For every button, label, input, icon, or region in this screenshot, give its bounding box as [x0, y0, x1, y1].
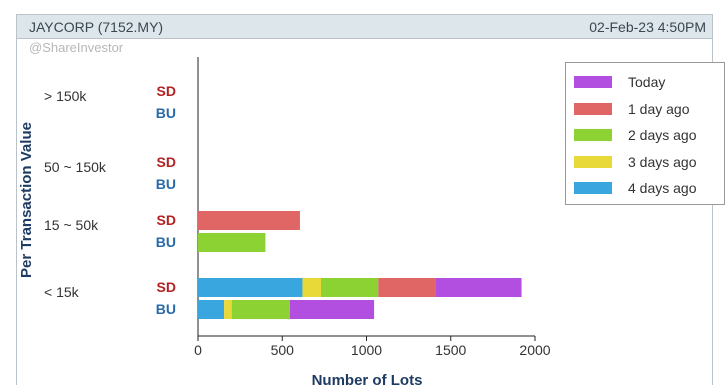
watermark: @ShareInvestor — [29, 40, 124, 55]
bar-segment — [198, 278, 303, 297]
chart-legend: Today 1 day ago 2 days ago 3 days ago 4 days… — [565, 62, 725, 205]
x-tick-label: 1000 — [351, 342, 382, 358]
chart-datetime: 02-Feb-23 4:50PM — [589, 19, 706, 35]
bu-label: BU — [156, 176, 176, 192]
x-axis-title: Number of Lots — [312, 372, 423, 386]
y-axis-title: Per Transaction Value — [18, 122, 35, 278]
chart-title: JAYCORP (7152.MY) — [29, 19, 164, 35]
legend-swatch — [574, 129, 612, 141]
legend-swatch — [574, 76, 612, 88]
bu-label: BU — [156, 105, 176, 121]
bar-segment — [198, 233, 266, 252]
bar-segment — [289, 300, 375, 319]
group-label: < 15k — [44, 284, 80, 300]
bu-label: BU — [156, 234, 176, 250]
legend-swatch — [574, 182, 612, 194]
chart-header: JAYCORP (7152.MY) 02-Feb-23 4:50PM — [17, 15, 712, 39]
group-label: > 150k — [44, 88, 87, 104]
legend-label: 4 days ago — [628, 180, 697, 196]
bar-segment — [231, 300, 290, 319]
legend-swatch — [574, 102, 612, 115]
legend-label: 3 days ago — [628, 153, 697, 170]
legend-swatch — [574, 155, 612, 168]
bar-segment — [435, 278, 522, 297]
bar-segment — [302, 278, 322, 297]
legend-label: 1 day ago — [628, 100, 690, 117]
bar-segment — [198, 211, 300, 230]
sd-label: SD — [157, 279, 176, 295]
group-label: 15 ~ 50k — [44, 217, 99, 233]
x-tick-label: 500 — [271, 342, 295, 358]
x-tick-label: 1500 — [435, 342, 466, 358]
x-tick-label: 2000 — [519, 342, 550, 358]
bar-segment — [321, 278, 379, 297]
chart-svg: Per Transaction Value > 150k SD BU 50 ~ 150k… — [18, 57, 551, 386]
bar-segment — [378, 278, 436, 297]
x-tick-label: 0 — [194, 342, 202, 358]
chart-frame: JAYCORP (7152.MY) 02-Feb-23 4:50PM @Shar… — [16, 14, 725, 386]
sd-label: SD — [157, 212, 176, 228]
group-label: 50 ~ 150k — [44, 159, 107, 175]
sd-label: SD — [157, 83, 176, 99]
legend-label: 2 days ago — [628, 127, 697, 143]
bu-label: BU — [156, 301, 176, 317]
bar-segment — [224, 300, 232, 319]
bar-segment — [198, 300, 225, 319]
legend-label: Today — [628, 74, 666, 90]
sd-label: SD — [157, 154, 176, 170]
